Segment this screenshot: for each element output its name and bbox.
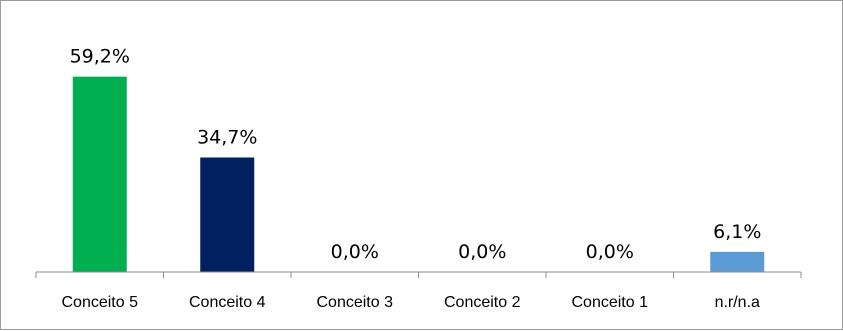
bar-6 <box>710 251 765 272</box>
bar-1 <box>72 76 127 272</box>
data-label-3: 0,0% <box>331 241 379 263</box>
category-label-6: n.r/n.a <box>715 294 760 311</box>
category-label-1: Conceito 5 <box>62 294 139 311</box>
category-label-5: Conceito 1 <box>572 294 649 311</box>
data-label-5: 0,0% <box>586 241 634 263</box>
bar-2 <box>200 157 255 272</box>
data-label-1: 59,2% <box>70 46 130 68</box>
category-label-2: Conceito 4 <box>189 294 266 311</box>
category-label-3: Conceito 3 <box>317 294 394 311</box>
category-label-4: Conceito 2 <box>444 294 521 311</box>
data-label-2: 34,7% <box>197 126 257 148</box>
data-label-6: 6,1% <box>713 221 761 243</box>
data-label-4: 0,0% <box>458 241 506 263</box>
